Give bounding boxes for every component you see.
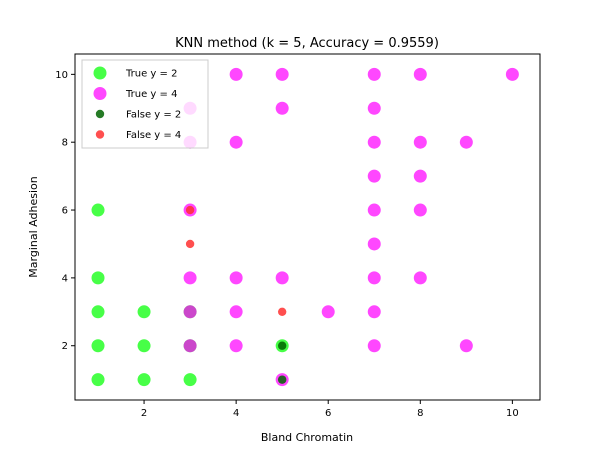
x-tick-label: 4 xyxy=(233,408,239,419)
y-tick-label: 6 xyxy=(62,206,68,217)
y-axis-label: Marginal Adhesion xyxy=(27,176,40,277)
x-tick-label: 8 xyxy=(417,408,423,419)
x-axis-label: Bland Chromatin xyxy=(261,431,353,444)
data-point xyxy=(367,271,381,285)
data-point xyxy=(91,339,105,353)
data-point xyxy=(505,67,519,81)
x-tick-label: 2 xyxy=(141,408,147,419)
data-point xyxy=(275,101,289,115)
data-points xyxy=(91,67,519,387)
data-point xyxy=(183,339,197,353)
data-point xyxy=(229,271,243,285)
data-point xyxy=(367,339,381,353)
data-point xyxy=(183,305,197,319)
data-point xyxy=(367,203,381,217)
data-point xyxy=(459,135,473,149)
legend-label: False y = 4 xyxy=(126,130,181,141)
data-point xyxy=(413,271,427,285)
series-3 xyxy=(277,341,287,384)
data-point xyxy=(459,339,473,353)
data-point xyxy=(183,271,197,285)
data-point xyxy=(413,169,427,183)
data-point xyxy=(277,341,287,350)
data-point xyxy=(91,305,105,319)
legend-label: True y = 4 xyxy=(125,89,177,100)
data-point xyxy=(91,203,105,217)
data-point xyxy=(91,373,105,387)
data-point xyxy=(367,135,381,149)
series-2 xyxy=(183,67,519,387)
data-point xyxy=(185,239,195,249)
legend: True y = 2 True y = 4 False y = 2 False y =… xyxy=(81,59,209,149)
legend-label: False y = 2 xyxy=(126,110,181,121)
y-tick-label: 8 xyxy=(62,138,68,149)
data-point xyxy=(277,375,287,384)
series-4 xyxy=(185,205,287,317)
data-point xyxy=(185,205,195,215)
data-point xyxy=(367,237,381,251)
data-point xyxy=(413,135,427,149)
data-point xyxy=(137,339,151,353)
series-1 xyxy=(91,203,289,387)
data-point xyxy=(91,271,105,285)
axis-ticks: 2 4 6 8 10 2 4 6 8 10 xyxy=(55,70,518,419)
y-tick-label: 10 xyxy=(55,70,68,81)
data-point xyxy=(275,271,289,285)
chart-title: KNN method (k = 5, Accuracy = 0.9559) xyxy=(175,36,439,51)
data-point xyxy=(229,67,243,81)
data-point xyxy=(229,135,243,149)
legend-marker xyxy=(95,109,105,119)
data-point xyxy=(367,101,381,115)
data-point xyxy=(229,305,243,319)
data-point xyxy=(413,67,427,81)
legend-label: True y = 2 xyxy=(125,69,177,80)
data-point xyxy=(229,339,243,353)
y-tick-label: 2 xyxy=(62,341,68,352)
data-point xyxy=(367,67,381,81)
x-tick-label: 10 xyxy=(506,408,519,419)
data-point xyxy=(413,203,427,217)
data-point xyxy=(137,373,151,387)
legend-marker xyxy=(93,66,107,80)
legend-marker xyxy=(95,130,105,139)
data-point xyxy=(321,305,335,319)
plot-frame xyxy=(74,53,541,401)
data-point xyxy=(367,169,381,183)
x-tick-label: 6 xyxy=(325,408,331,419)
data-point xyxy=(275,67,289,81)
data-point xyxy=(367,305,381,319)
data-point xyxy=(277,307,287,317)
data-point xyxy=(183,373,197,387)
legend-marker xyxy=(93,87,107,100)
data-point xyxy=(137,305,151,319)
y-tick-label: 4 xyxy=(62,273,68,284)
